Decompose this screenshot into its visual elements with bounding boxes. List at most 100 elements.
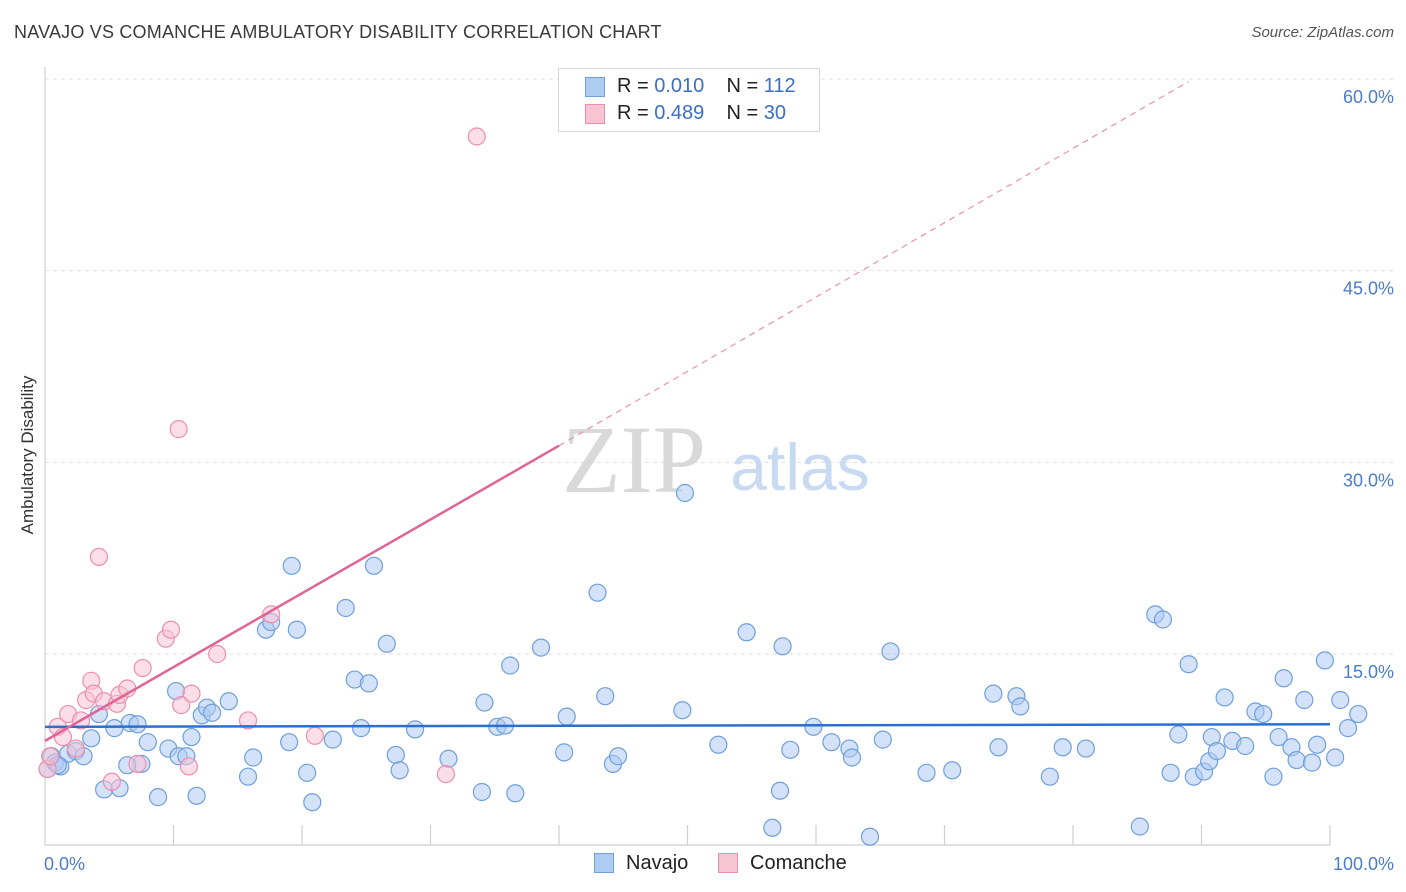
- navajo-point: [555, 743, 574, 762]
- navajo-point: [1130, 817, 1149, 836]
- navajo-point: [202, 703, 222, 722]
- navajo-point: [1011, 697, 1030, 716]
- navajo-n-label: N =: [726, 75, 764, 97]
- grid-lines: [45, 78, 1394, 655]
- navajo-point: [364, 556, 384, 575]
- navajo-point: [336, 598, 355, 618]
- navajo-point: [673, 701, 692, 720]
- navajo-point: [1153, 610, 1173, 629]
- y-tick-label: 15.0%: [1343, 662, 1394, 682]
- navajo-point: [303, 793, 322, 812]
- x-tick-label-min: 0.0%: [44, 854, 85, 874]
- navajo-point: [804, 717, 823, 736]
- comanche-point: [436, 765, 456, 784]
- navajo-point: [1326, 748, 1345, 767]
- navajo-point: [82, 729, 101, 748]
- navajo-point: [989, 738, 1008, 757]
- navajo-point: [781, 740, 800, 759]
- navajo-point: [359, 674, 378, 693]
- comanche-point: [169, 420, 188, 439]
- navajo-point: [1254, 704, 1273, 724]
- comanche-point: [179, 757, 199, 776]
- comanche-point: [102, 772, 121, 791]
- navajo-point: [873, 730, 892, 749]
- navajo-point: [709, 735, 728, 754]
- navajo-point: [881, 642, 900, 661]
- chart-title: NAVAJO VS COMANCHE AMBULATORY DISABILITY…: [14, 22, 662, 42]
- navajo-point: [298, 763, 317, 782]
- navajo-point: [472, 782, 491, 802]
- navajo-point: [182, 727, 201, 747]
- navajo-point: [1161, 763, 1180, 782]
- navajo-point: [588, 583, 607, 602]
- navajo-point: [138, 733, 157, 752]
- comanche-trend-line: [44, 444, 560, 742]
- comanche-point: [89, 547, 109, 566]
- tick-labels: 15.0% 30.0% 45.0% 60.0% 0.0% 100.0%: [44, 87, 1394, 874]
- navajo-point: [390, 761, 409, 780]
- navajo-point: [557, 707, 576, 726]
- navajo-point: [1215, 688, 1234, 707]
- navajo-point: [187, 786, 206, 805]
- navajo-point: [1040, 767, 1059, 786]
- comanche-point: [161, 620, 181, 639]
- comanche-points: [38, 127, 486, 791]
- bottom-comanche-label: Comanche: [750, 852, 847, 874]
- navajo-point: [860, 827, 880, 846]
- y-tick-label: 45.0%: [1343, 279, 1394, 299]
- axes: [44, 67, 1331, 846]
- navajo-point: [842, 748, 862, 767]
- comanche-n-value: 30: [763, 102, 787, 124]
- navajo-point: [1302, 753, 1322, 772]
- navajo-point: [943, 761, 962, 780]
- navajo-point: [238, 767, 258, 786]
- navajo-point: [1349, 704, 1368, 724]
- navajo-point: [506, 784, 525, 803]
- comanche-point: [208, 644, 227, 664]
- bottom-navajo-label: Navajo: [626, 852, 689, 874]
- navajo-point: [287, 620, 306, 639]
- comanche-point: [66, 739, 85, 758]
- correlation-legend: R = 0.010 N = 112 R = 0.489 N = 30: [558, 68, 820, 132]
- navajo-point: [1274, 669, 1293, 688]
- navajo-point: [323, 730, 342, 749]
- chart-source: Source: ZipAtlas.com: [1251, 24, 1394, 41]
- comanche-n-label: N =: [726, 102, 764, 124]
- trend-lines: [44, 81, 1331, 742]
- navajo-point: [1287, 750, 1306, 770]
- comanche-point: [238, 711, 258, 730]
- navajo-point: [128, 715, 147, 734]
- navajo-point: [1264, 767, 1283, 786]
- navajo-point: [501, 656, 520, 675]
- navajo-point: [1053, 738, 1072, 757]
- navajo-point: [675, 483, 695, 503]
- bottom-navajo-swatch: [594, 853, 614, 873]
- navajo-point: [244, 748, 263, 767]
- navajo-point: [386, 745, 405, 765]
- navajo-point: [1207, 742, 1227, 761]
- x-tick-label-max: 100.0%: [1333, 854, 1394, 874]
- navajo-point: [1236, 736, 1255, 756]
- navajo-point: [282, 556, 301, 575]
- watermark: ZIP atlas: [562, 406, 870, 513]
- navajo-point: [822, 733, 841, 752]
- comanche-point: [133, 658, 152, 678]
- comanche-swatch: [585, 104, 605, 124]
- navajo-point: [1315, 651, 1334, 670]
- navajo-point: [984, 684, 1003, 703]
- navajo-point: [773, 637, 792, 656]
- comanche-r-value: 0.489: [654, 102, 705, 124]
- navajo-point: [1076, 739, 1095, 758]
- navajo-point: [148, 788, 168, 807]
- navajo-point: [352, 719, 371, 738]
- comanche-point: [182, 684, 201, 703]
- comanche-point: [305, 726, 324, 745]
- navajo-r-value: 0.010: [654, 75, 705, 97]
- navajo-point: [1179, 655, 1198, 674]
- comanche-point: [41, 747, 60, 766]
- bottom-comanche-swatch: [718, 853, 738, 873]
- y-tick-label: 60.0%: [1343, 87, 1394, 107]
- navajo-point: [105, 719, 124, 738]
- y-tick-label: 30.0%: [1343, 470, 1394, 490]
- comanche-trend-extension: [558, 81, 1189, 447]
